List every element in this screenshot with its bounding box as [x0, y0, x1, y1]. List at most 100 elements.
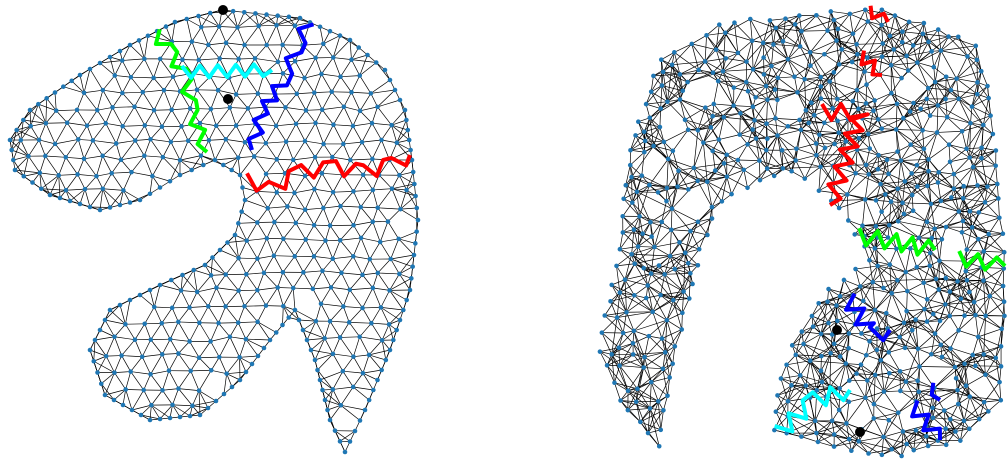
mesh-node: [632, 261, 637, 266]
mesh-edge: [239, 290, 258, 291]
mesh-edge: [984, 400, 1001, 402]
mesh-edge: [796, 144, 816, 149]
mesh-node: [696, 128, 701, 133]
mesh-edge: [150, 176, 152, 194]
mesh-node: [871, 416, 876, 421]
mesh-edge: [963, 198, 985, 202]
mesh-node: [312, 223, 317, 228]
mesh-node: [939, 48, 944, 53]
mesh-edge: [630, 152, 644, 165]
mesh-edge: [333, 191, 353, 192]
mesh-edge: [362, 140, 381, 142]
mesh-edge: [211, 370, 226, 373]
mesh-edge: [103, 90, 113, 107]
mesh-edge: [372, 123, 392, 125]
mesh-edge: [277, 192, 288, 206]
mesh-edge: [360, 337, 382, 340]
mesh-edge: [126, 372, 131, 390]
mesh-edge: [218, 78, 229, 90]
mesh-node: [904, 54, 909, 59]
mesh-node: [120, 91, 125, 96]
mesh-edge: [788, 59, 821, 77]
mesh-node: [924, 434, 929, 439]
mesh-edge: [169, 371, 178, 389]
mesh-edge: [944, 404, 958, 410]
mesh-node: [904, 442, 909, 447]
mesh-node: [794, 146, 799, 151]
mesh-edge: [623, 203, 633, 217]
mesh-node: [240, 185, 245, 190]
mesh-edge: [13, 140, 20, 160]
mesh-node: [636, 119, 641, 124]
mesh-edge: [996, 166, 998, 184]
mesh-node: [238, 173, 243, 178]
mesh-edge: [692, 35, 707, 44]
mesh-node: [797, 118, 802, 123]
mesh-node: [236, 155, 241, 160]
mesh-edge: [238, 142, 245, 157]
mesh-edge: [246, 274, 257, 290]
mesh-node: [284, 139, 289, 144]
mesh-node: [704, 33, 709, 38]
mesh-edge: [190, 308, 200, 323]
mesh-edge: [150, 139, 170, 142]
mesh-node: [108, 308, 113, 313]
mesh-node: [76, 137, 81, 142]
mesh-edge: [277, 159, 285, 173]
mesh-node: [304, 108, 309, 113]
mesh-node: [237, 355, 242, 360]
mesh-node: [926, 444, 931, 449]
mesh-node: [148, 418, 153, 423]
mesh-node: [895, 278, 900, 283]
mesh-edge: [776, 118, 778, 135]
mesh-edge: [816, 154, 843, 155]
mesh-node: [671, 298, 676, 303]
mesh-node: [634, 399, 639, 404]
mesh-edge: [219, 27, 226, 43]
mesh-node: [886, 418, 891, 423]
mesh-edge: [135, 125, 144, 140]
mesh-edge: [674, 44, 691, 52]
mesh-node: [801, 342, 806, 347]
mesh-edge: [932, 51, 934, 67]
mesh-edge: [135, 340, 142, 357]
mesh-edge: [321, 304, 330, 321]
mesh-node: [158, 417, 163, 422]
mesh-node: [242, 10, 247, 15]
mesh-node: [894, 127, 899, 132]
mesh-node: [206, 43, 211, 48]
mesh-edge: [901, 160, 905, 181]
mesh-node: [786, 399, 791, 404]
mesh-edge: [59, 157, 66, 175]
mesh-edge: [227, 372, 246, 374]
mesh-edge: [55, 144, 66, 157]
mesh-edge: [264, 273, 278, 288]
mesh-node: [846, 346, 851, 351]
mesh-edge: [314, 74, 321, 93]
mesh-edge: [934, 67, 946, 77]
mesh-edge: [274, 222, 295, 223]
mesh-edge: [93, 123, 106, 140]
mesh-edge: [151, 323, 162, 339]
mesh-edge: [84, 90, 103, 93]
mesh-node: [100, 154, 105, 159]
mesh-node: [312, 90, 317, 95]
mesh-edge: [199, 357, 219, 358]
mesh-edge: [935, 51, 941, 82]
mesh-node: [808, 50, 813, 55]
mesh-edge: [201, 27, 208, 45]
mesh-node: [999, 344, 1004, 349]
mesh-edge: [208, 306, 218, 323]
mesh-node: [902, 320, 907, 325]
mesh-edge: [112, 172, 132, 173]
mesh-node: [53, 142, 58, 147]
mesh-edge: [213, 258, 226, 275]
mesh-edge: [390, 290, 407, 300]
mesh-edge: [143, 90, 164, 92]
mesh-node: [338, 238, 343, 243]
mesh-node: [328, 418, 333, 423]
mesh-edge: [163, 389, 179, 391]
mesh-edge: [892, 293, 916, 319]
mesh-node: [374, 60, 379, 65]
mesh-node: [623, 183, 628, 188]
